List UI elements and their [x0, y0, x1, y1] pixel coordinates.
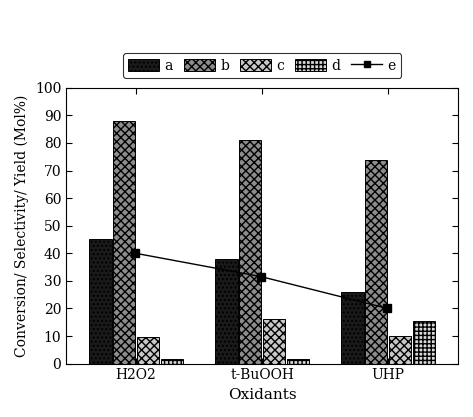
- Bar: [239, 140, 262, 364]
- Y-axis label: Conversion/ Selectivity/ Yield (Mol%): Conversion/ Selectivity/ Yield (Mol%): [15, 95, 29, 357]
- Bar: [161, 359, 184, 364]
- e: [132, 251, 138, 256]
- Bar: [412, 321, 435, 364]
- Bar: [263, 319, 285, 364]
- Bar: [287, 359, 309, 364]
- Bar: [137, 337, 159, 364]
- Legend: a, b, c, d, e: a, b, c, d, e: [123, 53, 401, 78]
- Bar: [89, 239, 112, 364]
- Bar: [389, 336, 412, 364]
- Bar: [365, 159, 387, 364]
- Bar: [215, 259, 237, 364]
- Line: e: e: [131, 249, 392, 313]
- e: [259, 274, 264, 279]
- e: [385, 306, 390, 311]
- X-axis label: Oxidants: Oxidants: [228, 388, 297, 402]
- Bar: [341, 292, 364, 364]
- Bar: [113, 121, 135, 364]
